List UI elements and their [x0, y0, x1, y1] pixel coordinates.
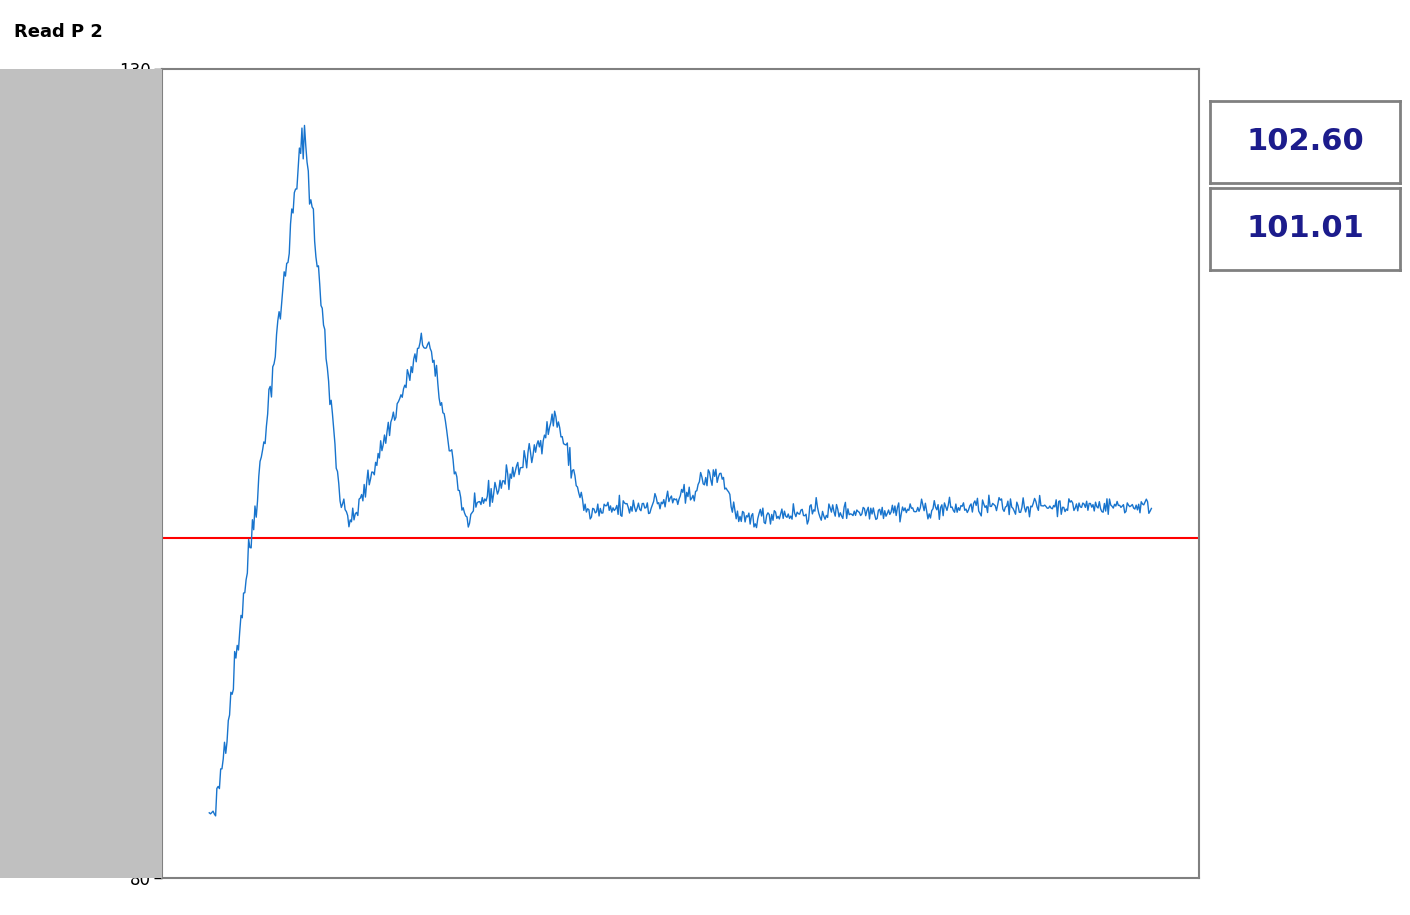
Text: 102.60: 102.60 [1246, 127, 1363, 156]
Text: 101.01: 101.01 [1246, 214, 1363, 243]
Text: Read P 2: Read P 2 [14, 23, 103, 41]
Y-axis label: Pressure [mbar]: Pressure [mbar] [18, 402, 37, 545]
